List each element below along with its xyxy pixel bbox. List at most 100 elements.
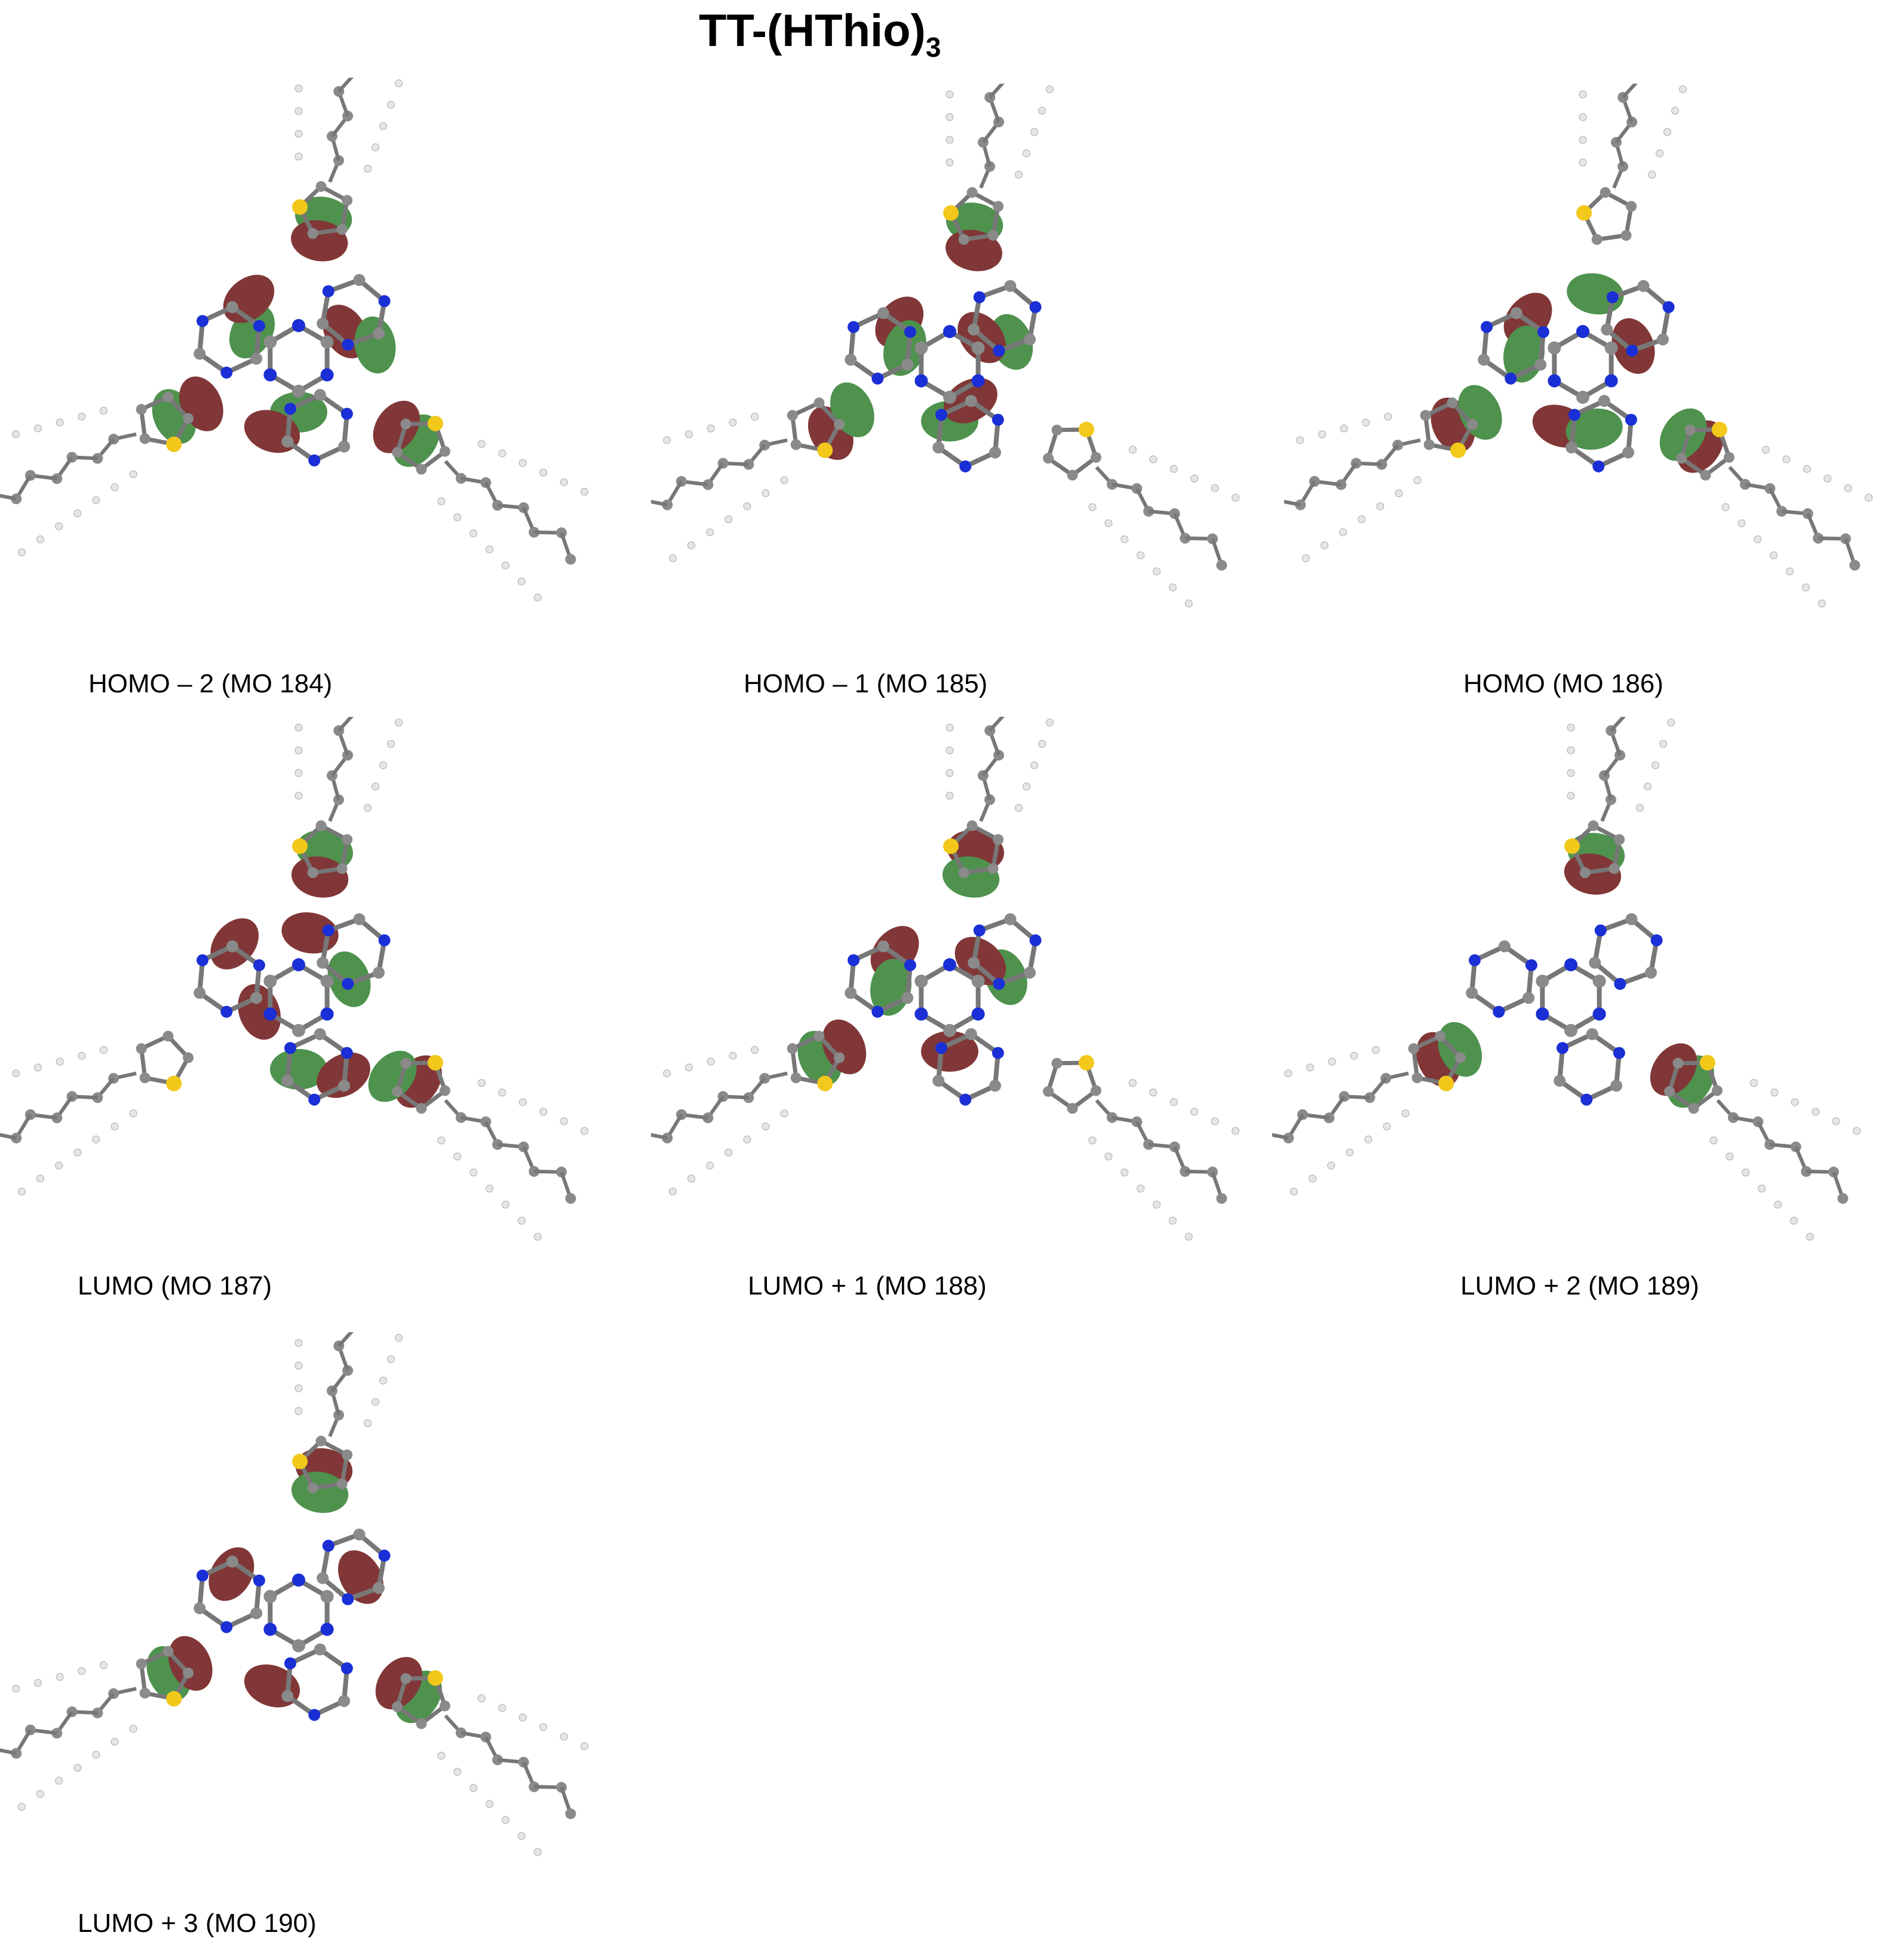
carbon-atom <box>226 940 238 953</box>
hydrogen-atom <box>100 406 108 415</box>
nitrogen-atom <box>1564 958 1577 971</box>
hydrogen-atom <box>1190 474 1199 483</box>
hydrogen-atom <box>539 1723 548 1731</box>
sulfur-atom <box>1576 205 1592 221</box>
carbon-atom <box>455 1112 466 1123</box>
nitrogen-atom <box>322 924 334 937</box>
carbon-atom <box>1554 1075 1566 1087</box>
nitrogen-atom <box>320 1622 334 1636</box>
molecule-render-homo-1 <box>651 84 1240 608</box>
hydrogen-atom <box>17 1803 26 1811</box>
bond <box>337 717 354 732</box>
hydrogen-atom <box>1362 418 1370 427</box>
sulfur-atom <box>166 1691 182 1707</box>
carbon-atom <box>342 834 353 845</box>
carbon-atom <box>416 464 427 475</box>
hydrogen-atom <box>1761 446 1770 454</box>
sulfur-atom <box>1699 1054 1715 1071</box>
carbon-atom <box>965 395 977 407</box>
carbon-atom <box>250 352 263 365</box>
carbon-atom <box>136 404 147 415</box>
negative-lobe <box>375 1657 423 1710</box>
carbon-atom <box>1620 230 1632 241</box>
hydrogen-atom <box>517 1216 526 1225</box>
carbon-atom <box>455 1727 466 1738</box>
carbon-atom <box>400 1673 412 1684</box>
carbon-atom <box>1601 323 1613 336</box>
nitrogen-atom <box>1536 1007 1549 1021</box>
hydrogen-atom <box>1327 1161 1336 1170</box>
hydrogen-atom <box>498 449 507 458</box>
sulfur-atom <box>817 442 833 458</box>
nitrogen-atom <box>848 321 860 333</box>
sulfur-atom <box>1450 442 1466 458</box>
carbon-atom <box>971 341 985 355</box>
hydrogen-atom <box>1773 1200 1782 1208</box>
hydrogen-atom <box>1015 803 1023 812</box>
sulfur-atom <box>427 1054 443 1071</box>
hydrogen-atom <box>1030 128 1039 136</box>
orbital-label-lumo+1: LUMO + 1 (MO 188) <box>748 1271 987 1300</box>
carbon-atom <box>183 1052 194 1063</box>
carbon-atom <box>194 1602 206 1615</box>
hydrogen-atom <box>73 1763 82 1772</box>
hydrogen-atom <box>1232 1127 1240 1135</box>
hydrogen-atom <box>1801 583 1810 591</box>
hydrogen-atom <box>294 723 303 732</box>
hydrogen-atom <box>946 113 954 121</box>
hydrogen-atom <box>1652 761 1660 769</box>
hydrogen-atom <box>17 548 26 557</box>
carbon-atom <box>338 1079 351 1092</box>
carbon-atom <box>1408 1043 1419 1054</box>
hydrogen-atom <box>1088 503 1097 511</box>
nitrogen-atom <box>971 1007 985 1021</box>
carbon-atom <box>1510 307 1522 320</box>
carbon-atom <box>92 1707 103 1719</box>
hydrogen-atom <box>1104 1152 1113 1161</box>
nitrogen-atom <box>292 1573 305 1587</box>
nitrogen-atom <box>1029 301 1042 314</box>
hydrogen-atom <box>1152 567 1161 575</box>
carbon-atom <box>139 1688 151 1699</box>
sulfur-atom <box>1078 1054 1094 1071</box>
carbon-atom <box>373 967 385 979</box>
hydrogen-atom <box>743 1135 751 1143</box>
hydrogen-atom <box>946 136 954 144</box>
carbon-atom <box>416 1718 427 1729</box>
hydrogen-atom <box>1190 1108 1199 1116</box>
hydrogen-atom <box>1567 746 1575 754</box>
nitrogen-atom <box>284 1657 297 1670</box>
carbon-atom <box>834 1052 845 1063</box>
hydrogen-atom <box>110 1122 119 1131</box>
carbon-atom <box>336 863 348 875</box>
carbon-atom <box>1688 1103 1699 1114</box>
hydrogen-atom <box>707 1057 715 1066</box>
molecule-skeleton <box>651 717 1240 1241</box>
hydrogen-atom <box>1149 455 1158 464</box>
orbital-label-lumo: LUMO (MO 187) <box>78 1271 272 1300</box>
hydrogen-atom <box>372 1398 380 1406</box>
hydrogen-atom <box>1789 1216 1798 1225</box>
hydrogen-atom <box>1088 1136 1097 1145</box>
hydrogen-atom <box>1046 85 1054 94</box>
hydrogen-atom <box>294 1407 303 1415</box>
hydrogen-atom <box>517 1832 526 1840</box>
bond <box>651 1133 668 1140</box>
hydrogen-atom <box>294 746 303 754</box>
carbon-atom <box>263 335 277 349</box>
hydrogen-atom <box>668 1188 677 1196</box>
nitrogen-atom <box>871 372 884 385</box>
orbital-label-homo-1: HOMO – 1 (MO 185) <box>744 669 988 698</box>
orbital-panel-lumo+2 <box>1272 717 1870 1278</box>
carbon-atom <box>901 358 914 371</box>
negative-lobe <box>822 1019 867 1075</box>
nitrogen-atom <box>1568 409 1581 421</box>
carbon-atom <box>315 820 327 832</box>
nitrogen-atom <box>1594 924 1607 937</box>
hydrogen-atom <box>729 1051 737 1060</box>
carbon-atom <box>1576 391 1589 404</box>
hydrogen-atom <box>539 468 548 477</box>
hydrogen-atom <box>1709 1136 1718 1145</box>
orbital-label-lumo+3: LUMO + 3 (MO 190) <box>78 1909 317 1938</box>
bond <box>0 493 17 501</box>
